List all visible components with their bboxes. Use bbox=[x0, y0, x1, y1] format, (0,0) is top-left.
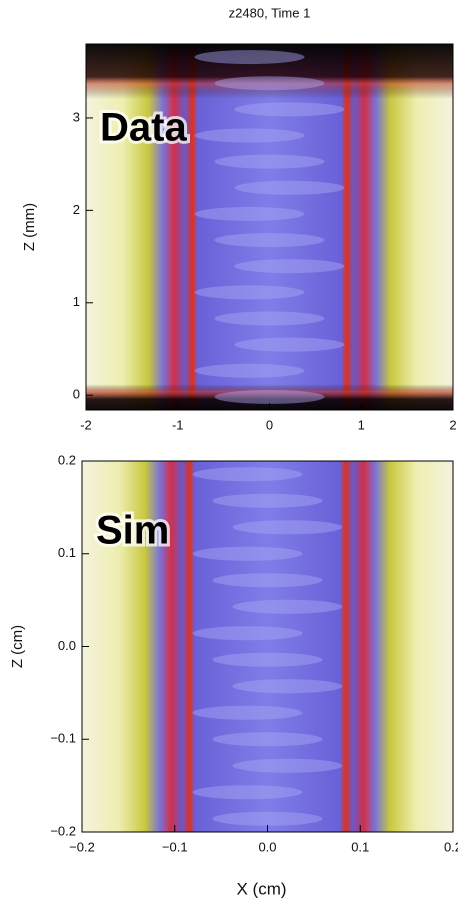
y-tick-label: 0.2 bbox=[58, 452, 76, 467]
image-texture bbox=[214, 76, 325, 91]
image-texture bbox=[194, 128, 305, 143]
image-texture bbox=[192, 467, 303, 482]
image-texture bbox=[212, 652, 323, 667]
image-texture bbox=[212, 493, 323, 508]
image-texture bbox=[194, 363, 305, 378]
x-tick-label: −0.2 bbox=[69, 839, 95, 854]
annotation: Sim bbox=[96, 509, 169, 553]
x-tick-label: -1 bbox=[172, 417, 184, 432]
x-tick-label: 1 bbox=[358, 417, 365, 432]
image-texture bbox=[192, 705, 303, 720]
x-tick-label: 0 bbox=[266, 417, 273, 432]
image-texture bbox=[234, 337, 345, 352]
x-tick-label: −0.1 bbox=[162, 839, 188, 854]
image-texture bbox=[212, 732, 323, 747]
image-texture bbox=[194, 50, 305, 65]
y-tick-label: 2 bbox=[73, 202, 80, 217]
image-texture bbox=[234, 102, 345, 117]
image-texture bbox=[232, 758, 343, 773]
x-tick-label: -2 bbox=[80, 417, 92, 432]
image-texture bbox=[232, 520, 343, 535]
x-tick-label: 0.1 bbox=[351, 839, 369, 854]
image-texture bbox=[232, 599, 343, 614]
image-texture bbox=[234, 180, 345, 195]
image-shade bbox=[86, 44, 453, 410]
x-tick-label: 2 bbox=[449, 417, 456, 432]
x-tick-label: 0.2 bbox=[444, 839, 458, 854]
x-tick-label: 0.0 bbox=[258, 839, 276, 854]
y-axis-label: Z (mm) bbox=[21, 203, 38, 251]
image-texture bbox=[194, 285, 305, 300]
y-axis-label: Z (cm) bbox=[9, 625, 26, 668]
y-tick-label: 1 bbox=[73, 294, 80, 309]
image-texture bbox=[232, 679, 343, 694]
image-texture bbox=[214, 389, 325, 404]
image-texture bbox=[212, 811, 323, 826]
image-texture bbox=[234, 259, 345, 274]
image-texture bbox=[194, 206, 305, 221]
y-tick-label: −0.1 bbox=[50, 731, 76, 746]
image-texture bbox=[214, 311, 325, 326]
y-tick-label: 0.1 bbox=[58, 545, 76, 560]
image-texture bbox=[214, 233, 325, 248]
y-tick-label: 3 bbox=[73, 109, 80, 124]
y-tick-label: 0 bbox=[73, 387, 80, 402]
image bbox=[82, 461, 453, 832]
image-texture bbox=[192, 546, 303, 561]
image-texture bbox=[192, 626, 303, 641]
y-tick-label: 0.0 bbox=[58, 638, 76, 653]
image-texture bbox=[192, 785, 303, 800]
annotation: Data bbox=[100, 106, 187, 150]
y-tick-label: −0.2 bbox=[50, 823, 76, 838]
image-texture bbox=[212, 573, 323, 588]
chart-title: z2480, Time 1 bbox=[229, 5, 311, 20]
sim-panel: −0.2 −0.1 0.0 0.1 0.2 −0.2 −0.1 0.0 0.1 0.2 Sim Z (… bbox=[9, 452, 458, 898]
image-texture bbox=[214, 154, 325, 169]
x-axis-label: X (cm) bbox=[236, 879, 286, 898]
data-panel: -2 -1 0 1 2 0 1 2 3 z2480, Time 1 Data Z (mm) bbox=[21, 5, 457, 432]
